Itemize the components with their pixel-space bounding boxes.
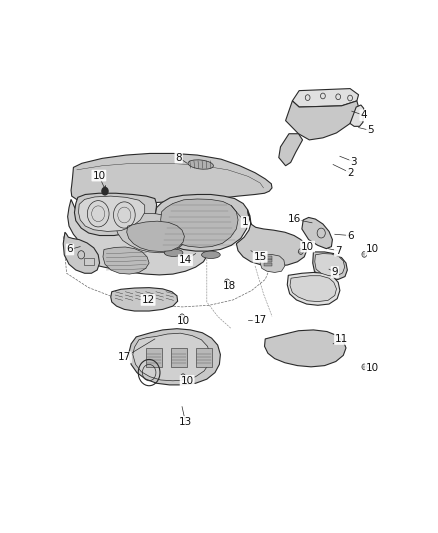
Text: 5: 5 bbox=[367, 125, 374, 135]
Polygon shape bbox=[286, 101, 359, 140]
Polygon shape bbox=[237, 209, 307, 266]
Text: 14: 14 bbox=[179, 255, 192, 265]
Bar bbox=[264, 263, 272, 266]
Text: 1: 1 bbox=[241, 217, 248, 227]
Text: 6: 6 bbox=[347, 230, 353, 240]
Text: 13: 13 bbox=[179, 417, 192, 427]
Text: 3: 3 bbox=[350, 157, 357, 167]
Polygon shape bbox=[129, 329, 220, 385]
Text: 15: 15 bbox=[254, 252, 267, 262]
Polygon shape bbox=[293, 88, 359, 107]
Text: 10: 10 bbox=[301, 241, 314, 252]
Polygon shape bbox=[290, 276, 336, 302]
Polygon shape bbox=[265, 330, 346, 367]
Bar bbox=[146, 348, 162, 367]
Bar bbox=[264, 259, 272, 262]
Text: 8: 8 bbox=[175, 152, 182, 163]
Polygon shape bbox=[111, 288, 178, 311]
Polygon shape bbox=[102, 186, 108, 190]
Polygon shape bbox=[161, 199, 238, 247]
Text: 7: 7 bbox=[335, 246, 342, 256]
Polygon shape bbox=[127, 221, 184, 252]
Ellipse shape bbox=[164, 249, 183, 256]
Text: 17: 17 bbox=[118, 352, 131, 362]
Polygon shape bbox=[287, 272, 340, 305]
Text: 16: 16 bbox=[287, 214, 301, 224]
Polygon shape bbox=[313, 252, 347, 279]
Polygon shape bbox=[279, 134, 303, 166]
Text: 6: 6 bbox=[67, 245, 73, 254]
Ellipse shape bbox=[188, 160, 213, 169]
Polygon shape bbox=[74, 193, 156, 236]
Polygon shape bbox=[155, 195, 249, 251]
Polygon shape bbox=[350, 105, 364, 126]
Bar bbox=[196, 348, 212, 367]
Text: 10: 10 bbox=[92, 171, 106, 181]
Text: 11: 11 bbox=[335, 334, 348, 344]
Polygon shape bbox=[67, 199, 207, 275]
Bar bbox=[264, 256, 272, 259]
Text: 9: 9 bbox=[332, 267, 338, 277]
Polygon shape bbox=[302, 217, 332, 248]
Polygon shape bbox=[78, 196, 145, 231]
Ellipse shape bbox=[201, 251, 220, 259]
Polygon shape bbox=[315, 254, 345, 276]
Polygon shape bbox=[133, 333, 210, 381]
Polygon shape bbox=[260, 254, 285, 272]
Text: 4: 4 bbox=[360, 110, 367, 120]
Polygon shape bbox=[103, 247, 149, 274]
Polygon shape bbox=[71, 154, 272, 204]
Text: 10: 10 bbox=[366, 245, 379, 254]
Text: 10: 10 bbox=[180, 376, 194, 386]
Text: 18: 18 bbox=[223, 281, 236, 292]
Circle shape bbox=[102, 188, 108, 195]
Text: 17: 17 bbox=[254, 316, 267, 326]
Polygon shape bbox=[115, 213, 187, 253]
Text: 10: 10 bbox=[366, 364, 379, 374]
Polygon shape bbox=[63, 232, 99, 273]
Text: 2: 2 bbox=[347, 168, 353, 177]
Bar bbox=[84, 257, 94, 265]
Text: 10: 10 bbox=[177, 316, 190, 326]
Text: 12: 12 bbox=[141, 295, 155, 305]
Bar bbox=[171, 348, 187, 367]
